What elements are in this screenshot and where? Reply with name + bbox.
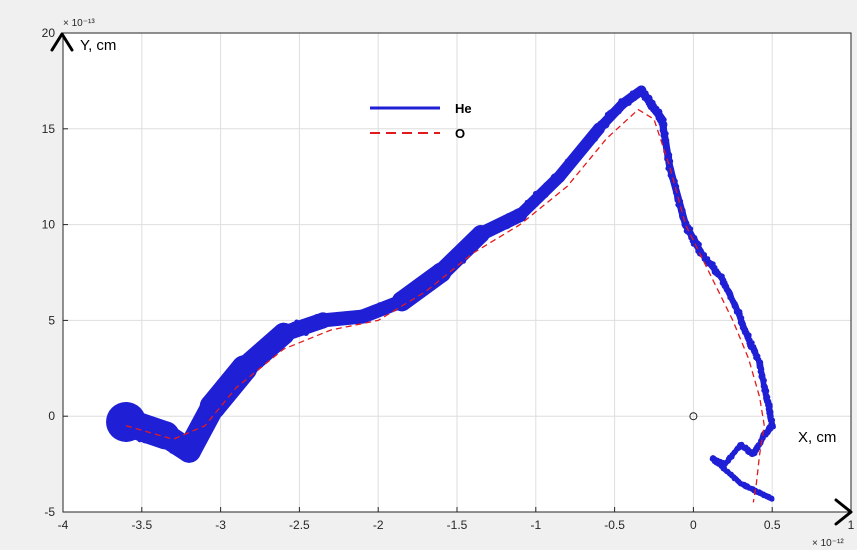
x-tick-label: -2 bbox=[373, 518, 384, 532]
series-he-segment bbox=[723, 443, 743, 466]
series-he bbox=[106, 85, 776, 502]
y-axis-arrow-icon bbox=[50, 32, 74, 52]
x-tick-label: -0.5 bbox=[604, 518, 625, 532]
series-layer bbox=[106, 85, 776, 503]
series-he-segment bbox=[666, 163, 690, 229]
legend: He O bbox=[370, 101, 472, 141]
series-he-segment bbox=[432, 225, 490, 282]
series-he-segment bbox=[553, 122, 605, 183]
series-he-segment bbox=[757, 360, 767, 390]
x-tick-label: -3 bbox=[215, 518, 226, 532]
x-tick-label: -2.5 bbox=[289, 518, 310, 532]
y-tick-label: 15 bbox=[42, 122, 56, 136]
x-tick-label: -3.5 bbox=[131, 518, 152, 532]
ticks bbox=[62, 32, 852, 513]
series-he-segment bbox=[698, 250, 725, 282]
series-he-segment bbox=[593, 98, 628, 134]
series-he-segment bbox=[734, 307, 752, 343]
x-tick-label: 0.5 bbox=[764, 518, 781, 532]
series-he-segment bbox=[637, 86, 666, 124]
y-axis-label: Y, cm bbox=[80, 37, 116, 54]
legend-o-label: O bbox=[455, 126, 465, 141]
x-axis-label: X, cm bbox=[798, 429, 836, 446]
y-tick-label: 20 bbox=[42, 26, 56, 40]
legend-he-label: He bbox=[455, 101, 472, 116]
series-he-segment bbox=[761, 384, 772, 410]
x-tick-label: 0 bbox=[690, 518, 697, 532]
series-he-segment bbox=[762, 423, 775, 438]
series-he-segment bbox=[233, 322, 295, 380]
y-exponent-label: × 10⁻¹³ bbox=[63, 18, 95, 29]
origin-marker bbox=[689, 412, 698, 421]
x-tick-label: -1.5 bbox=[447, 518, 468, 532]
y-tick-label: 10 bbox=[42, 218, 56, 232]
series-he-segment bbox=[710, 456, 743, 485]
series-o-line bbox=[125, 108, 765, 503]
series-he-segment bbox=[473, 208, 528, 242]
series-he-segment bbox=[739, 443, 755, 457]
series-he-segment bbox=[739, 481, 762, 495]
series-he-segment bbox=[746, 337, 763, 366]
series-he-segment bbox=[658, 115, 674, 171]
series-he-segment bbox=[766, 404, 775, 429]
series-he-segment bbox=[514, 170, 566, 222]
series-he-segment bbox=[758, 491, 774, 501]
series-he-segment bbox=[751, 433, 767, 457]
x-tick-label: -1 bbox=[530, 518, 541, 532]
x-tick-label: -4 bbox=[58, 518, 69, 532]
series-he-segment bbox=[718, 275, 741, 314]
y-tick-label: -5 bbox=[44, 505, 55, 519]
x-tick-label: 1 bbox=[848, 518, 855, 532]
x-axis-arrow-icon bbox=[834, 498, 853, 526]
x-exponent-label: × 10⁻¹² bbox=[812, 538, 844, 549]
tick-labels: -4 -3.5 -3 -2.5 -2 -1.5 -1 -0.5 0 0.5 1 -5 0 5 10 15 20 bbox=[42, 26, 855, 532]
y-tick-label: 0 bbox=[48, 409, 55, 423]
y-tick-label: 5 bbox=[48, 313, 55, 327]
